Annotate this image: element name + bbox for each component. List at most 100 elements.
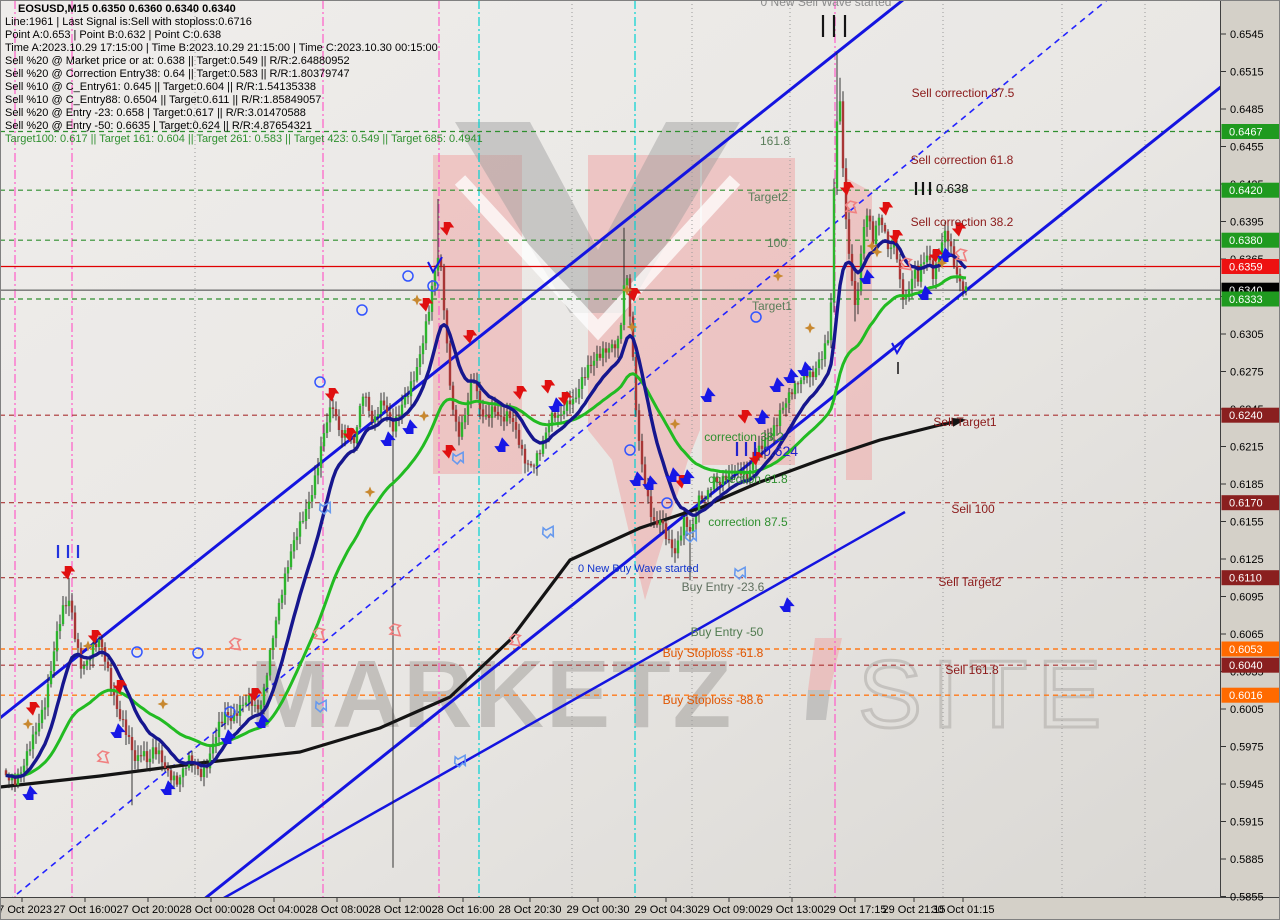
candle-body — [421, 343, 425, 355]
candle-body — [508, 411, 512, 418]
sell-arrow-icon — [324, 388, 340, 402]
candle-body — [871, 221, 875, 244]
candle-body — [226, 712, 230, 716]
candle-body — [520, 444, 524, 449]
candle-body — [184, 767, 188, 769]
candle-body — [49, 671, 53, 685]
candle-body — [160, 750, 164, 763]
candle-body — [748, 470, 752, 481]
sell-arrow-icon — [112, 680, 128, 694]
sell-arrow-icon — [839, 182, 855, 196]
candle-body — [214, 737, 218, 744]
chart-annotation: Sell 161.8 — [945, 663, 999, 677]
candle-body — [25, 751, 29, 766]
time-axis-area — [0, 898, 1280, 920]
sell-arrow-icon — [540, 380, 556, 394]
price-badge — [1221, 407, 1280, 423]
candle-body — [94, 643, 98, 648]
candle-body — [664, 523, 668, 540]
star-icon — [411, 294, 423, 306]
candle-body — [880, 217, 884, 225]
candle-body — [31, 734, 35, 750]
candle-body — [535, 453, 539, 466]
watermark-logo-gray-shape — [455, 122, 740, 313]
price-axis-label: 0.6305 — [1230, 329, 1264, 341]
info-line-sell-market: Sell %20 @ Market price or at: 0.638 || … — [5, 55, 350, 67]
candle-body — [475, 381, 479, 392]
candle-body — [202, 767, 206, 778]
star-icon — [157, 698, 169, 710]
circle-marker-icon — [661, 497, 673, 509]
candle-body — [388, 412, 392, 418]
candle-body — [148, 758, 152, 763]
signal-markers-layer — [22, 15, 969, 800]
indicator-info-panel: EOSUSD,M15 0.6350 0.6360 0.6340 0.6340 L… — [5, 3, 483, 146]
sell-arrow-icon — [60, 566, 76, 580]
candle-body — [232, 713, 236, 722]
chart-annotation: Buy Stoploss -61.8 — [663, 646, 764, 660]
candle-body — [502, 416, 506, 422]
candle-body — [940, 242, 944, 258]
candle-body — [937, 257, 941, 264]
candle-body — [910, 278, 914, 290]
price-badge — [1221, 570, 1280, 586]
candle-body — [19, 772, 23, 774]
candle-body — [721, 475, 725, 486]
candle-body — [22, 765, 26, 773]
candle-body — [235, 713, 239, 716]
candle-body — [7, 775, 11, 781]
buy-arrow-icon — [548, 397, 564, 412]
candle-body — [577, 389, 581, 398]
candle-body — [97, 639, 101, 647]
candle-body — [79, 647, 83, 669]
candle-body — [787, 392, 791, 404]
candle-body — [718, 482, 722, 486]
candle-body — [790, 392, 794, 395]
candle-body — [655, 520, 659, 526]
star-icon — [772, 270, 784, 282]
price-axis-label: 0.6065 — [1230, 629, 1264, 641]
candle-body — [892, 243, 896, 248]
candle-body — [841, 101, 845, 169]
trendline-blue-dashed — [12, 0, 1108, 897]
chart-annotation: 161.8 — [760, 134, 790, 148]
candle-body — [463, 415, 467, 423]
circle-marker-icon — [356, 304, 368, 316]
candle-body — [244, 702, 248, 705]
star-icon — [669, 418, 681, 430]
candle-body — [889, 247, 893, 250]
candle-body — [595, 353, 599, 361]
candle-body — [181, 768, 185, 778]
candle-body — [43, 707, 47, 710]
candle-body — [355, 427, 359, 444]
candle-body — [427, 311, 431, 322]
buy-arrow-icon — [254, 713, 270, 728]
candle-body — [295, 536, 299, 541]
candle-body — [817, 359, 821, 369]
candle-body — [946, 230, 950, 242]
candle-body — [691, 524, 695, 532]
candle-body — [550, 412, 554, 426]
candle-body — [277, 602, 281, 621]
candle-body — [931, 260, 935, 279]
circle-marker-icon — [402, 270, 414, 282]
candle-body — [34, 731, 38, 735]
candle-body — [571, 399, 575, 405]
sell-arrow-icon — [247, 688, 263, 702]
candle-body — [301, 520, 305, 522]
price-badge-label: 0.6359 — [1229, 262, 1263, 274]
chart-annotation: Buy Stoploss -88.6 — [663, 693, 764, 707]
candle-body — [745, 471, 749, 481]
price-axis-label: 0.6185 — [1230, 479, 1264, 491]
ma-navy — [5, 239, 968, 779]
candle-body — [367, 396, 371, 411]
price-axis-area — [1221, 0, 1280, 920]
exit-buy-arrow-icon — [451, 451, 465, 466]
candle-body — [769, 436, 773, 438]
price-axis-label: 0.6125 — [1230, 554, 1264, 566]
candle-body — [169, 770, 173, 781]
buy-arrow-icon — [917, 285, 933, 300]
candle-body — [91, 643, 95, 659]
